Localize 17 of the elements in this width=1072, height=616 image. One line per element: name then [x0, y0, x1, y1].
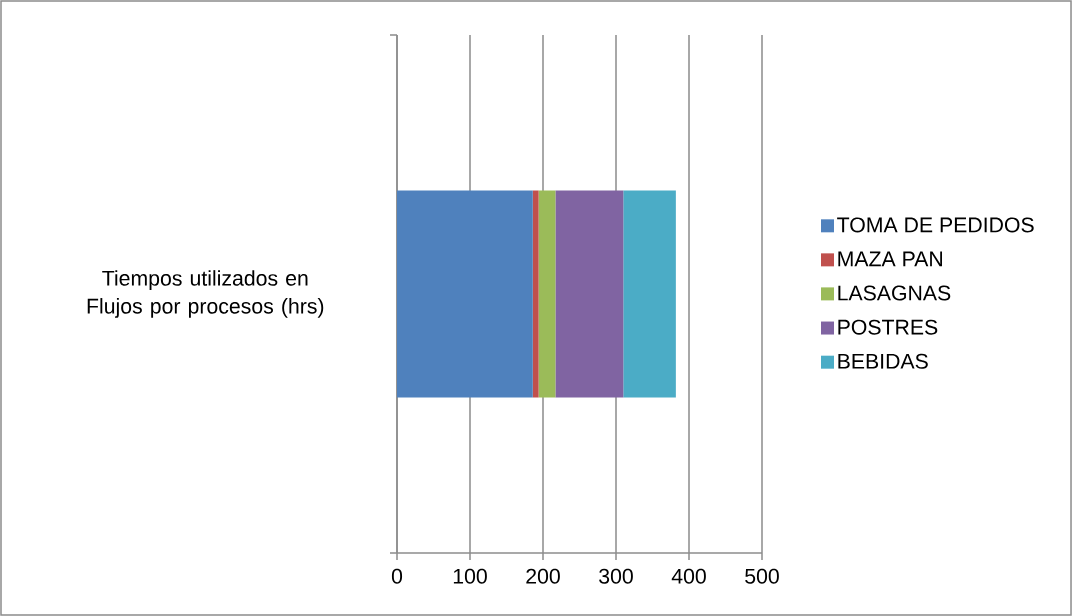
legend-label: POSTRES [838, 319, 938, 335]
legend-label: TOMA DE PEDIDOS [837, 217, 1034, 233]
y-tick-label: Tiempos utilizados en Flujos por procesos (hrs) [87, 270, 324, 318]
legend-label: MAZA PAN [838, 251, 942, 267]
bar [397, 190, 533, 398]
x-tick-label: 500 [745, 568, 779, 584]
bar [532, 190, 539, 398]
x-tick-label: 0 [391, 568, 403, 584]
bar [623, 190, 676, 398]
x-tick-label: 200 [526, 568, 560, 584]
x-tick-label: 300 [599, 568, 633, 584]
bar [538, 190, 556, 398]
legend-label: BEBIDAS [838, 353, 928, 369]
x-tick-label: 400 [671, 568, 706, 584]
x-tick-label: 100 [453, 568, 487, 584]
bar [555, 190, 624, 398]
legend-label: LASAGNAS [838, 285, 951, 301]
